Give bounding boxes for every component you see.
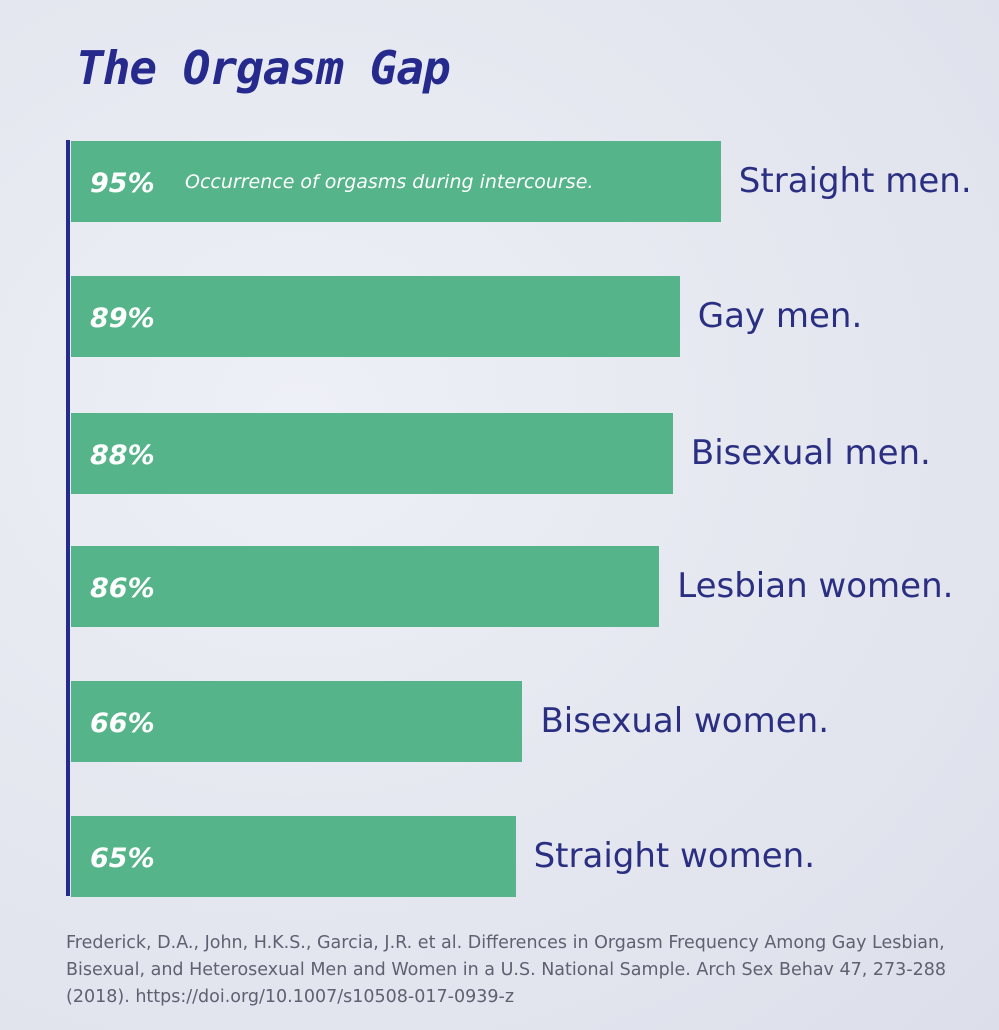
bar-value-label: 89%: [90, 303, 155, 334]
axis-line: [66, 140, 70, 896]
category-label: Lesbian women.: [677, 566, 954, 606]
bar-value-label: 65%: [90, 843, 155, 874]
bar-value-label: 88%: [90, 440, 155, 471]
bar: [71, 681, 523, 762]
bar-value-label: 95%: [90, 168, 155, 199]
category-label: Straight men.: [738, 161, 972, 201]
category-label: Bisexual men.: [690, 433, 931, 473]
chart-title: The Orgasm Gap: [76, 41, 451, 95]
bar: [71, 546, 660, 627]
bar-annotation: Occurrence of orgasms during intercourse…: [185, 171, 594, 193]
bar-value-label: 86%: [90, 573, 155, 604]
category-label: Straight women.: [533, 836, 816, 876]
category-label: Bisexual women.: [540, 701, 830, 741]
bar-value-label: 66%: [90, 708, 155, 739]
bar: [71, 413, 673, 494]
category-label: Gay men.: [697, 296, 863, 336]
bar: [71, 276, 680, 357]
bar: [71, 816, 516, 897]
source-citation: Frederick, D.A., John, H.K.S., Garcia, J…: [66, 933, 946, 1007]
bar: [71, 141, 721, 222]
